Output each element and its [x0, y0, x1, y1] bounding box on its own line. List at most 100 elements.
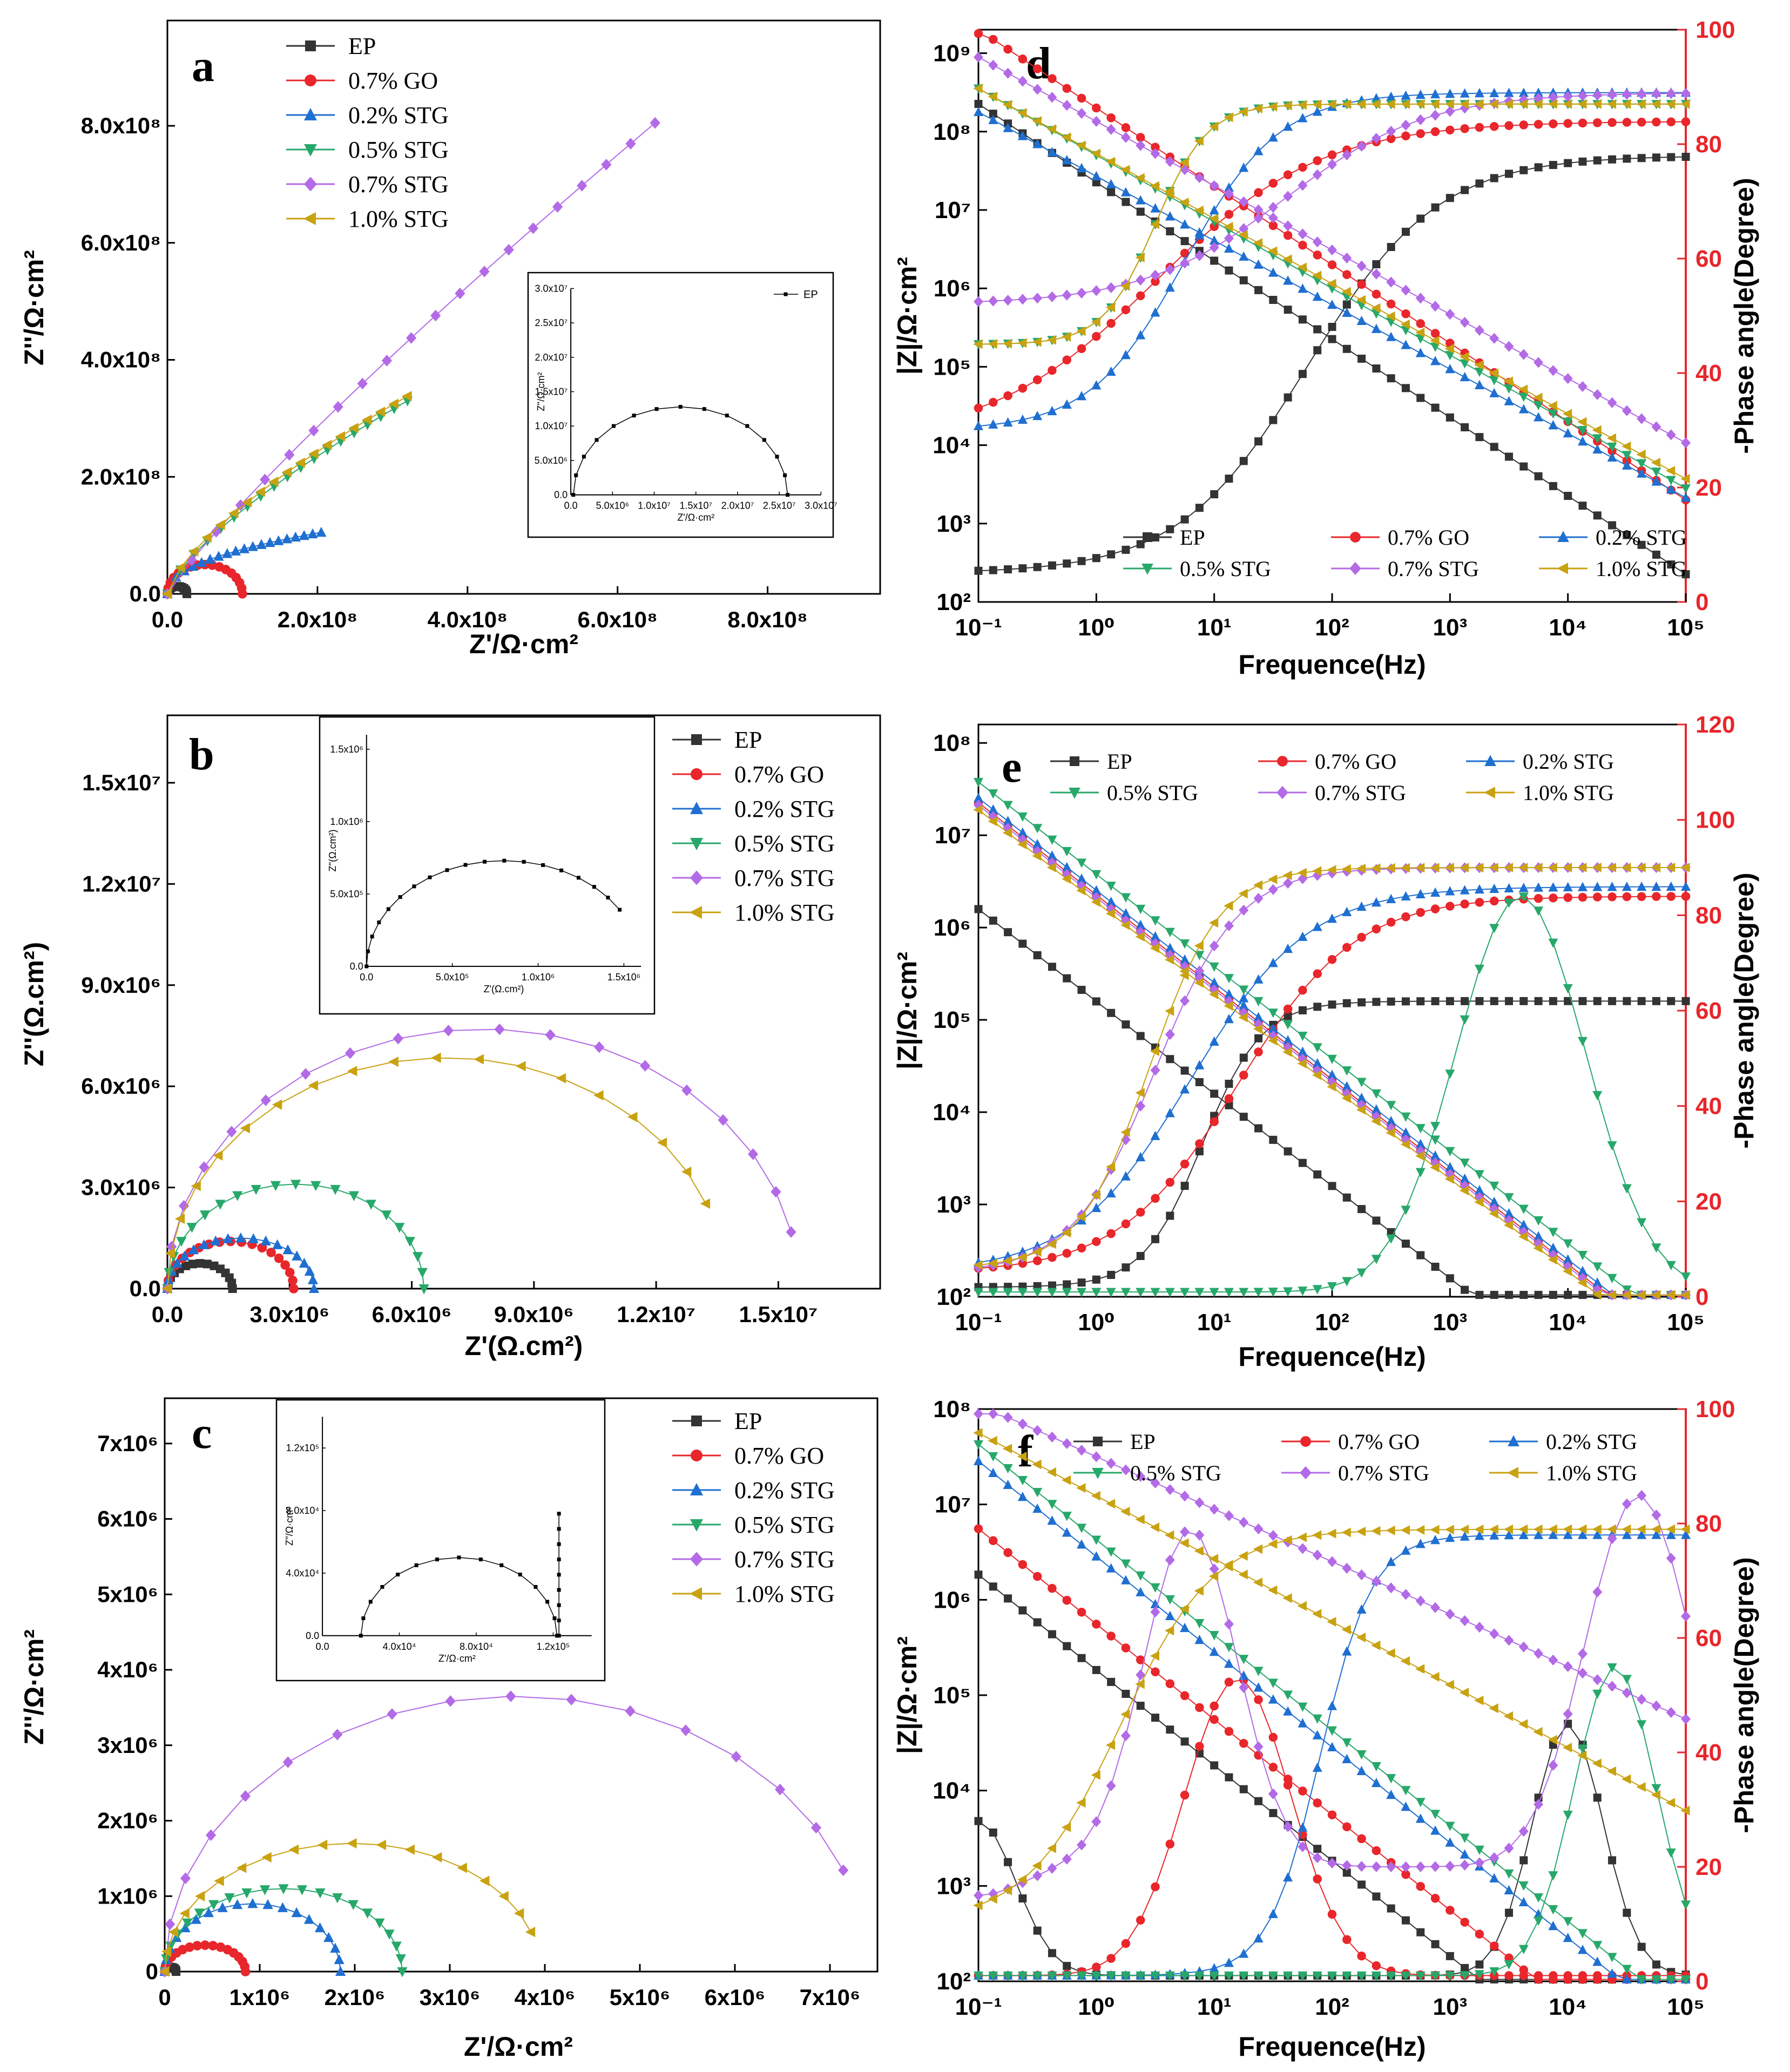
modulus-point — [1224, 188, 1234, 199]
modulus-point — [1269, 1809, 1278, 1817]
modulus-point — [1268, 1023, 1278, 1033]
phase-point — [1327, 865, 1336, 875]
phase-point — [1519, 997, 1528, 1005]
modulus-point — [1401, 1786, 1411, 1796]
data-point — [191, 1181, 201, 1191]
data-point — [601, 159, 612, 171]
modulus-point — [974, 29, 983, 38]
x-tick-label: 2x10⁶ — [325, 1985, 386, 2010]
data-point — [183, 590, 192, 598]
data-point — [300, 1068, 311, 1080]
phase-point — [1268, 1732, 1278, 1742]
phase-point — [1210, 490, 1219, 499]
y-tick-label: 7x10⁶ — [97, 1431, 158, 1456]
inset-data-point — [559, 868, 564, 872]
modulus-point — [1577, 417, 1587, 427]
modulus-point — [1268, 1585, 1278, 1595]
phase-point — [1548, 99, 1557, 109]
y-tick-label: 0.0 — [130, 1276, 161, 1301]
modulus-point — [1003, 1479, 1013, 1489]
data-point — [810, 1822, 822, 1834]
phase-point — [989, 566, 997, 574]
y2-tick-label: 100 — [1696, 807, 1735, 834]
phase-point — [1474, 1970, 1484, 1980]
phase-point — [1489, 121, 1499, 131]
x-tick-label: 10⁰ — [1078, 614, 1114, 641]
modulus-point — [1474, 1170, 1484, 1180]
phase-point — [1195, 1147, 1204, 1156]
phase-point — [1593, 156, 1602, 165]
modulus-point — [1312, 1058, 1322, 1068]
modulus-point — [1195, 1703, 1204, 1712]
phase-point — [1518, 99, 1528, 109]
modulus-point — [1548, 401, 1557, 411]
phase-point — [1430, 863, 1440, 873]
data-point — [332, 1893, 343, 1904]
phase-point — [1284, 393, 1292, 402]
phase-point — [1328, 323, 1336, 331]
modulus-point — [1666, 1707, 1676, 1718]
modulus-point — [1136, 207, 1145, 216]
phase-point — [1445, 89, 1455, 98]
phase-point — [1106, 1229, 1116, 1238]
phase-point — [1371, 99, 1381, 109]
modulus-point — [1283, 1020, 1293, 1030]
inset-y-title: Z''(Ω.cm²) — [327, 829, 338, 871]
legend-entry-0-2-stg: 0.2% STG — [1539, 525, 1687, 550]
y-axis-title: |Z|/Ω·cm² — [892, 1636, 923, 1754]
x-tick-label: 0 — [158, 1985, 171, 2010]
phase-point — [1666, 1261, 1676, 1270]
data-point — [514, 1908, 524, 1919]
modulus-point — [1577, 1278, 1587, 1288]
data-point — [388, 398, 398, 409]
data-point — [185, 1942, 194, 1952]
modulus-point — [1135, 173, 1145, 183]
phase-point — [1180, 1159, 1190, 1169]
phase-point — [1003, 1971, 1013, 1981]
legend-marker — [1300, 1436, 1311, 1447]
legend-label: 0.7% STG — [1338, 1461, 1429, 1485]
modulus-point — [1166, 227, 1174, 235]
legend-marker — [690, 1587, 702, 1600]
x-tick-label: 10⁰ — [1078, 1994, 1114, 2020]
phase-point — [1017, 338, 1027, 348]
phase-point — [1328, 1000, 1336, 1009]
modulus-point — [989, 1536, 998, 1546]
modulus-point — [1518, 392, 1529, 402]
phase-point — [1548, 1524, 1557, 1534]
modulus-point — [1342, 307, 1352, 317]
modulus-point — [1534, 1291, 1543, 1299]
phase-point — [1239, 162, 1249, 172]
data-point — [236, 1863, 247, 1873]
modulus-point — [1136, 195, 1146, 205]
modulus-point — [1518, 1220, 1529, 1229]
y-tick-label: 6.0x10⁸ — [81, 230, 161, 255]
phase-point — [1518, 1524, 1528, 1534]
panel-label: e — [1002, 742, 1022, 792]
y-tick-label: 10⁶ — [934, 1587, 971, 1613]
inset-y-tick-label: 2.5x10⁷ — [535, 317, 568, 328]
modulus-point — [1518, 1897, 1529, 1907]
phase-point — [1504, 1960, 1514, 1970]
modulus-point — [1063, 974, 1071, 983]
modulus-point — [1253, 1024, 1263, 1034]
phase-point — [1107, 550, 1116, 559]
series-line — [164, 1696, 844, 1972]
series-line — [167, 1183, 425, 1289]
phase-point — [1063, 1962, 1071, 1971]
data-point — [175, 562, 185, 573]
modulus-point — [1371, 1640, 1381, 1650]
modulus-point — [1002, 828, 1012, 838]
modulus-point — [1652, 550, 1660, 559]
inset-data-point — [435, 1558, 440, 1562]
modulus-point — [1401, 1589, 1411, 1600]
modulus-point — [1489, 1628, 1499, 1640]
modulus-point — [1150, 931, 1160, 941]
phase-point — [1578, 892, 1588, 902]
legend-entry-0-2-stg: 0.2% STG — [1489, 1430, 1637, 1454]
phase-point — [1445, 106, 1455, 117]
phase-point — [1238, 889, 1248, 899]
phase-point — [1607, 892, 1617, 902]
modulus-point — [988, 804, 998, 814]
modulus-point — [1269, 296, 1278, 304]
